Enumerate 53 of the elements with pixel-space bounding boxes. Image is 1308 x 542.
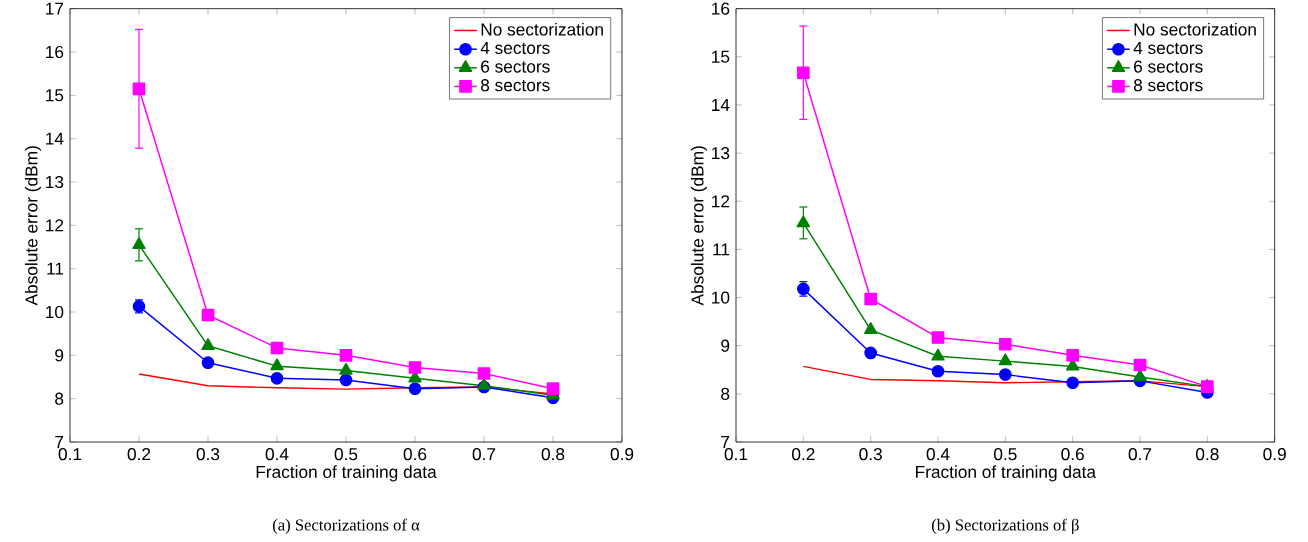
y-tick-label: 14 — [712, 99, 730, 111]
y-tick-label: 9 — [721, 339, 730, 352]
x-tick-label: 0.8 — [541, 448, 565, 461]
legend-label: 8 sectors — [1133, 79, 1203, 92]
text: (a) Sectorizations of α — [272, 518, 420, 534]
y-tick-label: 10 — [46, 305, 64, 319]
x-tick-label: 0.1 — [724, 448, 748, 461]
legend-label: 8 sectors — [480, 79, 550, 92]
y-tick-label: 13 — [712, 147, 730, 160]
y-tick-label: 12 — [46, 219, 64, 232]
y-tick-label: 7 — [721, 436, 730, 448]
x-tick-label: 0.5 — [994, 448, 1017, 461]
y-tick-label: 7 — [55, 436, 64, 448]
text: (b) Sectorizations of β — [932, 518, 1079, 534]
legend-label: 6 sectors — [481, 60, 550, 73]
y-axis-title: Absolute error (dBm) — [690, 146, 708, 306]
x-tick-label: 0.9 — [1263, 448, 1286, 461]
y-tick-label: 13 — [46, 175, 64, 189]
y-tick-label: 12 — [712, 195, 730, 208]
x-tick-label: 0.5 — [334, 448, 358, 461]
legend-label: No sectorization — [481, 22, 603, 36]
y-axis-title: Absolute error (dBm) — [24, 146, 41, 306]
y-tick-label: 11 — [713, 243, 730, 256]
legend-label: No sectorization — [1134, 22, 1256, 36]
y-tick-label: 14 — [46, 132, 64, 145]
legend-label: 6 sectors — [1134, 60, 1203, 73]
y-tick-label: 11 — [47, 262, 64, 275]
x-tick-label: 0.3 — [196, 448, 220, 461]
x-tick-label: 0.6 — [1061, 448, 1084, 461]
y-tick-label: 16 — [712, 2, 730, 15]
legend-label: 4 sectors — [480, 42, 550, 55]
x-tick-label: 0.7 — [472, 448, 496, 461]
y-tick-label: 17 — [46, 2, 64, 15]
legend-label: 4 sectors — [1133, 42, 1203, 55]
x-tick-label: 0.8 — [1196, 448, 1219, 461]
y-tick-label: 8 — [55, 392, 64, 405]
y-tick-label: 9 — [55, 349, 64, 362]
x-tick-label: 0.6 — [403, 448, 427, 461]
x-tick-label: 0.2 — [792, 448, 815, 461]
y-tick-label: 15 — [46, 89, 64, 102]
x-axis-title: Fraction of training data — [256, 465, 437, 482]
y-tick-label: 16 — [46, 45, 64, 59]
x-tick-label: 0.4 — [265, 448, 289, 461]
x-tick-label: 0.3 — [859, 448, 882, 461]
x-tick-label: 0.9 — [610, 448, 634, 461]
y-tick-label: 10 — [712, 291, 730, 304]
x-tick-label: 0.2 — [127, 448, 151, 461]
y-tick-label: 8 — [721, 387, 730, 400]
y-tick-label: 15 — [712, 50, 730, 63]
x-tick-label: 0.4 — [926, 448, 950, 461]
x-tick-label: 0.7 — [1128, 448, 1152, 461]
x-tick-label: 0.1 — [58, 448, 82, 461]
x-axis-title: Fraction of training data — [916, 465, 1097, 482]
